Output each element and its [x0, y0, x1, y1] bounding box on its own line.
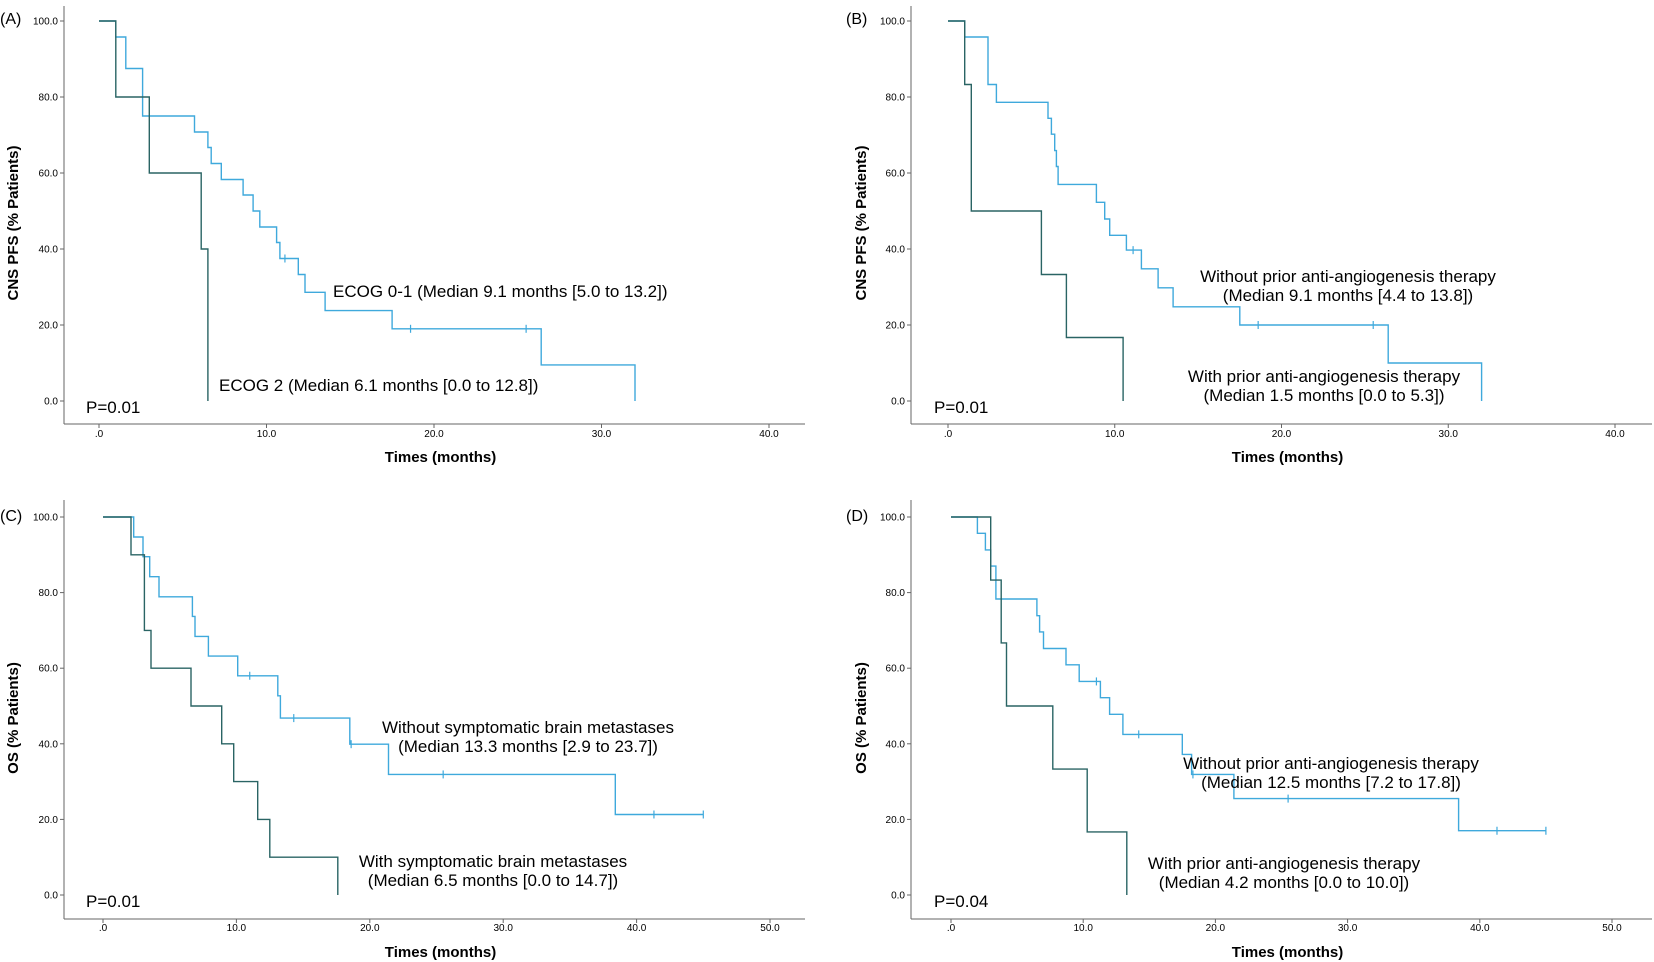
x-tick-label: 50.0 [760, 923, 780, 934]
panel-d: (D) 0.0 20.0 40.0 60.0 80.0 100.0 .0 10.0 20.0 30.… [846, 500, 1652, 961]
annotation-line: Without prior anti-angiogenesis therapy [1200, 267, 1496, 286]
x-tick-label: 10.0 [257, 429, 277, 440]
x-tick-label: .0 [947, 923, 956, 934]
annotation-line: With prior anti-angiogenesis therapy [1148, 854, 1421, 873]
p-value: P=0.01 [86, 398, 140, 417]
annotation-line: ECOG 2 (Median 6.1 months [0.0 to 12.8]) [219, 376, 538, 395]
y-tick-label: 60.0 [886, 169, 906, 180]
x-axis-title: Times (months) [385, 944, 496, 961]
x-axis-title: Times (months) [1232, 944, 1343, 961]
x-tick-label: 30.0 [1439, 429, 1459, 440]
x-tick-label: 20.0 [1206, 923, 1226, 934]
p-value: P=0.01 [86, 892, 140, 911]
y-tick-label: 40.0 [886, 739, 906, 750]
annotation-line: (Median 6.5 months [0.0 to 14.7]) [368, 871, 618, 890]
y-tick-label: 40.0 [39, 245, 59, 256]
x-tick-label: .0 [944, 429, 953, 440]
km-curve-secondary [103, 516, 339, 895]
annotation-line: (Median 4.2 months [0.0 to 10.0]) [1159, 873, 1409, 892]
annotation-line: With symptomatic brain metastases [359, 852, 627, 871]
annotation-line: (Median 1.5 months [0.0 to 5.3]) [1204, 386, 1445, 405]
x-tick-label: 20.0 [1272, 429, 1292, 440]
km-curve-primary [103, 516, 704, 816]
p-value: P=0.04 [934, 892, 988, 911]
km-curve-secondary [951, 516, 1128, 895]
km-curve-primary [948, 20, 1483, 401]
y-tick-label: 60.0 [886, 664, 906, 675]
y-tick-label: 20.0 [39, 321, 59, 332]
y-tick-label: 40.0 [39, 739, 59, 750]
y-tick-label: 40.0 [886, 245, 906, 256]
x-tick-label: 40.0 [627, 923, 647, 934]
y-tick-label: 100.0 [880, 17, 905, 28]
annotation-line: With prior anti-angiogenesis therapy [1188, 367, 1461, 386]
annotation-line: ECOG 0-1 (Median 9.1 months [5.0 to 13.2… [333, 282, 668, 301]
x-tick-label: 10.0 [1105, 429, 1125, 440]
y-tick-label: 0.0 [44, 397, 58, 408]
panel-label: (A) [0, 11, 21, 28]
y-tick-label: 0.0 [44, 891, 58, 902]
y-tick-label: 100.0 [33, 513, 58, 524]
km-curve-secondary [99, 20, 209, 401]
x-tick-label: 10.0 [227, 923, 247, 934]
y-tick-label: 20.0 [886, 321, 906, 332]
y-tick-label: 0.0 [891, 891, 905, 902]
x-tick-label: 40.0 [1605, 429, 1625, 440]
y-axis-title: CNS PFS (% Patients) [853, 145, 870, 300]
x-tick-label: 50.0 [1602, 923, 1622, 934]
series-annotation: Without prior anti-angiogenesis therapy(… [1183, 754, 1479, 792]
x-tick-label: 20.0 [360, 923, 380, 934]
series-annotation: With prior anti-angiogenesis therapy (Med… [1188, 367, 1461, 405]
y-tick-label: 0.0 [891, 397, 905, 408]
x-tick-label: .0 [99, 923, 108, 934]
y-tick-label: 100.0 [880, 513, 905, 524]
y-axis-title: OS (% Patients) [5, 662, 22, 774]
y-tick-label: 80.0 [886, 588, 906, 599]
p-value: P=0.01 [934, 398, 988, 417]
annotation-line: (Median 13.3 months [2.9 to 23.7]) [398, 737, 658, 756]
y-tick-label: 80.0 [39, 588, 59, 599]
x-axis-title: Times (months) [1232, 449, 1343, 466]
panel-label: (B) [846, 11, 867, 28]
y-axis-title: OS (% Patients) [853, 662, 870, 774]
series-annotation: Without prior anti-angiogenesis therapy(… [1200, 267, 1496, 305]
panel-label: (C) [0, 508, 22, 525]
y-tick-label: 80.0 [886, 93, 906, 104]
y-axis-title: CNS PFS (% Patients) [5, 145, 22, 300]
annotation-line: Without prior anti-angiogenesis therapy [1183, 754, 1479, 773]
x-tick-label: 10.0 [1073, 923, 1093, 934]
x-tick-label: 20.0 [424, 429, 444, 440]
x-tick-label: 40.0 [1470, 923, 1490, 934]
panel-label: (D) [846, 508, 868, 525]
annotation-line: Without symptomatic brain metastases [382, 718, 674, 737]
km-curve-secondary [948, 20, 1124, 401]
panel-c: (C) 0.0 20.0 40.0 60.0 80.0 100.0 .0 10.0 20.0 30.… [0, 500, 805, 961]
x-tick-label: 40.0 [759, 429, 779, 440]
x-tick-label: .0 [95, 429, 104, 440]
x-tick-label: 30.0 [592, 429, 612, 440]
x-axis-title: Times (months) [385, 449, 496, 466]
y-tick-label: 20.0 [39, 815, 59, 826]
panel-a: (A) 0.0 20.0 40.0 60.0 80.0 100.0 .0 10.0 20.0 30.… [0, 6, 805, 466]
y-tick-label: 20.0 [886, 815, 906, 826]
series-annotation: Without symptomatic brain metastases (Med… [382, 718, 674, 756]
km-curve-primary [99, 20, 636, 401]
y-tick-label: 60.0 [39, 169, 59, 180]
series-annotation: ECOG 0-1 (Median 9.1 months [5.0 to 13.2… [333, 282, 668, 301]
y-tick-label: 60.0 [39, 664, 59, 675]
annotation-line: (Median 12.5 months [7.2 to 17.8]) [1201, 773, 1461, 792]
y-tick-label: 80.0 [39, 93, 59, 104]
y-tick-label: 100.0 [33, 17, 58, 28]
annotation-line: (Median 9.1 months [4.4 to 13.8]) [1223, 286, 1473, 305]
panel-b: (B) 0.0 20.0 40.0 60.0 80.0 100.0 .0 10.0 20.0 30.… [846, 6, 1652, 466]
series-annotation: ECOG 2 (Median 6.1 months [0.0 to 12.8]) [219, 376, 538, 395]
series-annotation: With symptomatic brain metastases (Median… [359, 852, 627, 890]
x-tick-label: 30.0 [1338, 923, 1358, 934]
x-tick-label: 30.0 [493, 923, 513, 934]
series-annotation: With prior anti-angiogenesis therapy (Med… [1148, 854, 1421, 892]
